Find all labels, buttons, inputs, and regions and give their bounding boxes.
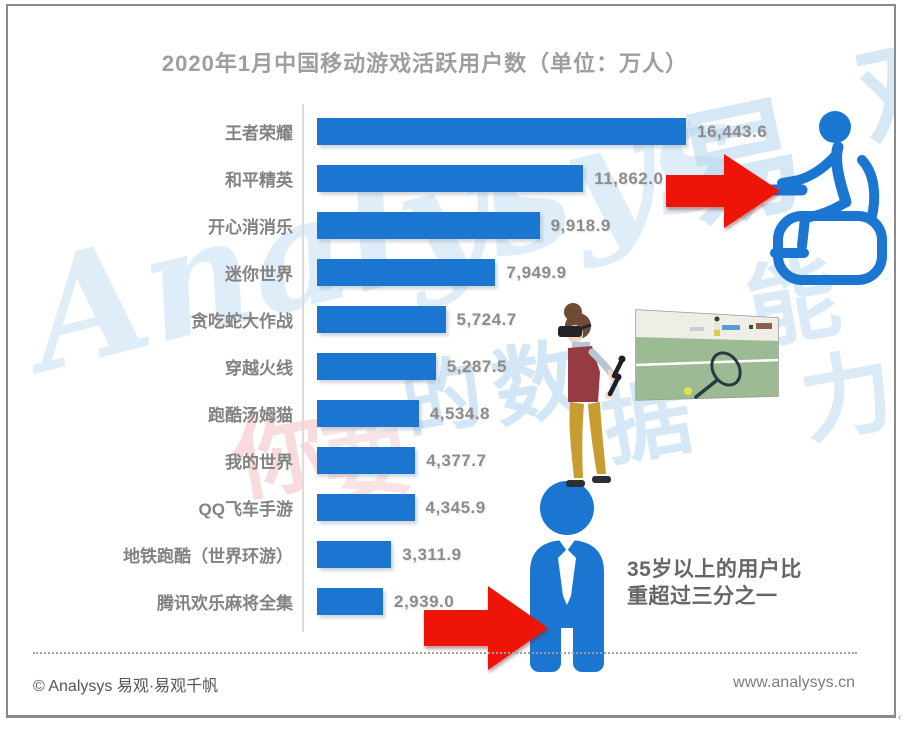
bar bbox=[317, 118, 686, 145]
copyright-text: © Analysys 易观·易观千帆 bbox=[33, 678, 219, 695]
value-label: 4,377.7 bbox=[426, 450, 487, 470]
chart-title: 2020年1月中国移动游戏活跃用户数（单位：万人） bbox=[161, 51, 689, 76]
game-label: 开心消消乐 bbox=[208, 218, 293, 237]
red-arrow-icon-top bbox=[666, 154, 780, 228]
value-label: 2,939.0 bbox=[394, 591, 455, 611]
value-label: 5,287.5 bbox=[446, 356, 507, 376]
tennis-screen-illustration bbox=[635, 309, 779, 401]
y-axis-line bbox=[302, 104, 304, 632]
bar bbox=[317, 588, 383, 615]
seated-gamer-icon bbox=[744, 111, 887, 285]
value-label: 11,862.0 bbox=[594, 168, 664, 188]
bar-row: 贪吃蛇大作战 5,724.7 bbox=[33, 296, 873, 343]
bar-row: 开心消消乐 9,918.9 bbox=[33, 202, 873, 249]
bar bbox=[317, 447, 416, 474]
value-label: 16,443.6 bbox=[697, 121, 768, 141]
bar bbox=[317, 306, 446, 333]
vr-player-illustration bbox=[558, 303, 626, 487]
website-url: www.analysys.cn bbox=[733, 674, 855, 691]
bar-row: 跑酷汤姆猫 4,534.8 bbox=[33, 390, 873, 437]
bar bbox=[317, 353, 436, 380]
bar-row: 腾讯欢乐麻将全集 2,939.0 bbox=[33, 578, 873, 625]
bar-row: 我的世界 4,377.7 bbox=[33, 437, 873, 484]
bar bbox=[317, 494, 415, 521]
corner-artifact: ‹ bbox=[898, 712, 902, 723]
business-person-icon bbox=[530, 481, 604, 672]
bar-row: 地铁跑酷（世界环游） 3,311.9 bbox=[33, 531, 873, 578]
annotation-text: 35岁以上的用户比 重超过三分之一 bbox=[627, 556, 802, 610]
annotation-line1: 35岁以上的用户比 bbox=[627, 558, 802, 581]
game-label: 我的世界 bbox=[225, 453, 293, 472]
bar bbox=[317, 212, 540, 239]
bar bbox=[317, 541, 392, 568]
dotted-divider bbox=[33, 652, 857, 654]
bar-row: 迷你世界 7,949.9 bbox=[33, 249, 873, 296]
bar-row: 穿越火线 5,287.5 bbox=[33, 343, 873, 390]
bar-row: 王者荣耀 16,443.6 bbox=[33, 108, 873, 155]
game-label: 迷你世界 bbox=[225, 265, 293, 284]
bar bbox=[317, 400, 419, 427]
value-label: 3,311.9 bbox=[402, 544, 462, 564]
value-label: 7,949.9 bbox=[506, 262, 567, 282]
game-label: 贪吃蛇大作战 bbox=[191, 312, 293, 331]
bar-rows: 王者荣耀 16,443.6 和平精英 11,862.0 开心消消乐 9,918.9 迷你世界… bbox=[33, 108, 873, 625]
game-label: 王者荣耀 bbox=[225, 124, 293, 143]
bar bbox=[317, 259, 496, 286]
game-label: 和平精英 bbox=[225, 171, 293, 190]
game-label: 穿越火线 bbox=[225, 359, 293, 378]
value-label: 4,534.8 bbox=[429, 403, 491, 423]
value-label: 9,918.9 bbox=[550, 215, 611, 235]
value-label: 5,724.7 bbox=[456, 309, 517, 329]
bar-row: QQ飞车手游 4,345.9 bbox=[33, 484, 873, 531]
game-label: 跑酷汤姆猫 bbox=[208, 406, 293, 425]
game-label: QQ飞车手游 bbox=[198, 500, 293, 519]
bar bbox=[317, 165, 584, 192]
bar-row: 和平精英 11,862.0 bbox=[33, 155, 873, 202]
annotation-line2: 重超过三分之一 bbox=[627, 585, 778, 608]
game-label: 地铁跑酷（世界环游） bbox=[123, 547, 293, 566]
game-label: 腾讯欢乐麻将全集 bbox=[157, 594, 293, 613]
value-label: 4,345.9 bbox=[425, 497, 486, 517]
red-arrow-icon-bottom bbox=[424, 586, 548, 670]
